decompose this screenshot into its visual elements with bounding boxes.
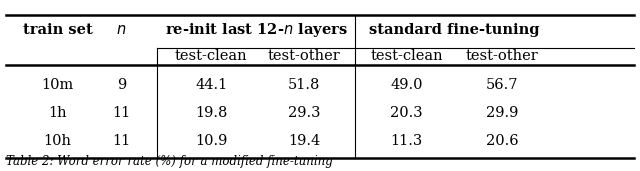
Text: 49.0: 49.0 — [390, 78, 422, 92]
Text: 20.6: 20.6 — [486, 134, 518, 148]
Text: 11: 11 — [113, 134, 131, 148]
Text: 56.7: 56.7 — [486, 78, 518, 92]
Text: Table 2: Word error rate (%) for a modified fine-tuning: Table 2: Word error rate (%) for a modif… — [6, 155, 333, 168]
Text: 44.1: 44.1 — [195, 78, 227, 92]
Text: test-clean: test-clean — [370, 49, 443, 63]
Text: 10h: 10h — [44, 134, 72, 148]
Text: 51.8: 51.8 — [288, 78, 320, 92]
Text: re-init last 12-$\it{n}$ layers: re-init last 12-$\it{n}$ layers — [164, 21, 348, 39]
Text: 1h: 1h — [48, 106, 67, 120]
Text: 29.3: 29.3 — [288, 106, 320, 120]
Text: 19.4: 19.4 — [288, 134, 320, 148]
Text: $\it{n}$: $\it{n}$ — [116, 23, 127, 37]
Text: test-other: test-other — [466, 49, 539, 63]
Text: test-other: test-other — [268, 49, 340, 63]
Text: 10m: 10m — [42, 78, 74, 92]
Text: test-clean: test-clean — [175, 49, 248, 63]
Text: 11.3: 11.3 — [390, 134, 422, 148]
Text: 20.3: 20.3 — [390, 106, 422, 120]
Text: standard fine-tuning: standard fine-tuning — [369, 23, 540, 37]
Text: train set: train set — [23, 23, 92, 37]
Text: 19.8: 19.8 — [195, 106, 227, 120]
Text: 9: 9 — [117, 78, 126, 92]
Text: 11: 11 — [113, 106, 131, 120]
Text: 29.9: 29.9 — [486, 106, 518, 120]
Text: 10.9: 10.9 — [195, 134, 227, 148]
